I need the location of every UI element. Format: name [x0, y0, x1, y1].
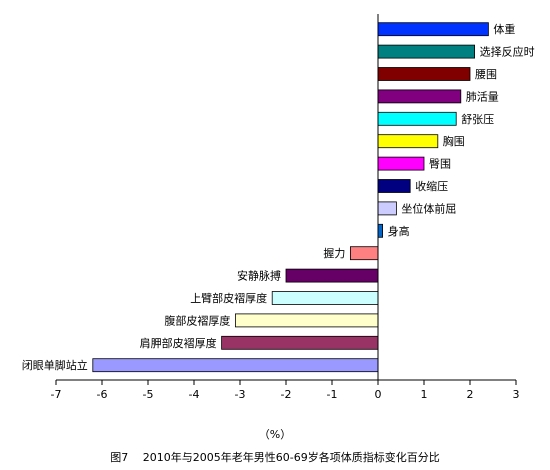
bar-2 — [377, 44, 475, 59]
x-tick-label-8: 0 — [375, 388, 382, 401]
category-label-11: 握力 — [323, 246, 345, 260]
bar-4 — [377, 89, 462, 104]
category-label-12: 安静脉搏 — [237, 269, 281, 283]
bar-1 — [377, 22, 489, 37]
x-tick-label-10: 2 — [467, 388, 474, 401]
category-label-6: 胸围 — [443, 134, 465, 148]
bar-12 — [285, 268, 379, 283]
x-tick-label-1: -7 — [51, 388, 62, 401]
bar-11 — [349, 246, 379, 261]
x-tick-label-7: -1 — [327, 388, 338, 401]
category-label-3: 腰围 — [475, 68, 497, 81]
bar-13 — [271, 291, 379, 305]
category-label-15: 肩胛部皮褶厚度 — [140, 336, 217, 350]
category-label-5: 舒张压 — [461, 112, 494, 126]
category-label-14: 腹部皮褶厚度 — [164, 313, 230, 327]
figure-caption: 图7 2010年与2005年老年男性60-69岁各项体质指标变化百分比 — [110, 451, 440, 464]
category-label-7: 臀围 — [429, 158, 451, 171]
x-tick-label-5: -3 — [235, 388, 246, 401]
category-label-10: 身高 — [388, 224, 410, 238]
x-axis-unit-label: （%） — [258, 428, 292, 441]
bar-14 — [234, 313, 379, 328]
category-label-1: 体重 — [493, 22, 515, 36]
category-label-8: 收缩压 — [415, 179, 448, 193]
x-tick-label-2: -6 — [97, 388, 108, 401]
bar-9 — [377, 201, 397, 216]
x-tick-label-9: 1 — [421, 388, 428, 401]
bar-6 — [377, 134, 439, 149]
bar-10 — [377, 223, 383, 238]
bar-8 — [377, 179, 411, 193]
bar-7 — [377, 156, 425, 171]
bar-15 — [221, 335, 379, 350]
x-tick-label-3: -5 — [143, 388, 154, 401]
category-label-4: 肺活量 — [466, 90, 499, 103]
x-tick-label-6: -2 — [281, 388, 292, 401]
category-label-13: 上臂部皮褶厚度 — [190, 291, 267, 305]
x-tick-label-4: -4 — [189, 388, 200, 401]
category-label-2: 选择反应时 — [480, 45, 535, 59]
bar-5 — [377, 111, 457, 126]
bar-16 — [92, 358, 379, 373]
x-tick-label-11: 3 — [513, 388, 520, 401]
bar-3 — [377, 67, 471, 81]
category-label-16: 闭眼单脚站立 — [22, 358, 88, 372]
category-label-9: 坐位体前屈 — [401, 201, 456, 215]
